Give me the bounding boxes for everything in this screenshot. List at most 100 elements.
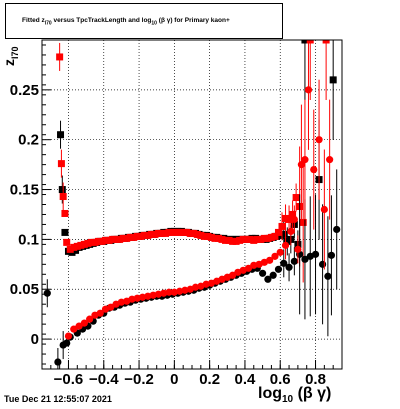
data-point bbox=[70, 243, 78, 251]
data-point bbox=[57, 131, 65, 139]
data-point bbox=[102, 236, 110, 244]
data-point bbox=[193, 230, 201, 238]
data-point bbox=[310, 166, 318, 174]
data-point bbox=[320, 205, 328, 214]
data-point bbox=[165, 228, 173, 236]
data-point bbox=[56, 53, 64, 61]
data-point bbox=[218, 235, 226, 243]
data-point bbox=[94, 237, 102, 245]
data-point bbox=[324, 272, 332, 280]
timestamp: Tue Dec 21 12:55:07 2021 bbox=[4, 394, 112, 404]
data-point bbox=[222, 236, 230, 244]
y-tick-label: 0.25 bbox=[10, 82, 39, 99]
data-point bbox=[326, 156, 334, 164]
data-point bbox=[73, 242, 81, 250]
data-point bbox=[271, 232, 279, 240]
data-point bbox=[311, 250, 320, 258]
data-point bbox=[327, 251, 336, 259]
data-point bbox=[280, 259, 288, 267]
data-point bbox=[64, 332, 73, 340]
data-point bbox=[204, 232, 212, 240]
x-axis-label: log10 (β γ) bbox=[258, 385, 332, 406]
x-tick-label: −0.4 bbox=[89, 371, 119, 388]
data-point bbox=[61, 228, 69, 236]
data-point bbox=[66, 245, 74, 253]
x-tick-label: 0 bbox=[170, 371, 178, 388]
axis-ticks bbox=[42, 44, 334, 369]
data-point bbox=[207, 233, 215, 241]
data-point bbox=[257, 235, 265, 243]
data-point bbox=[137, 232, 145, 240]
data-point bbox=[86, 315, 94, 323]
data-point bbox=[290, 257, 298, 265]
data-point bbox=[133, 232, 141, 240]
y-tick-label: 0.2 bbox=[18, 132, 39, 149]
data-point bbox=[264, 234, 272, 242]
data-point bbox=[253, 235, 261, 243]
data-point bbox=[147, 230, 155, 238]
data-point bbox=[172, 228, 180, 236]
data-point bbox=[250, 236, 258, 244]
data-point bbox=[260, 234, 268, 242]
data-point bbox=[162, 229, 170, 237]
data-point bbox=[119, 234, 127, 242]
data-point bbox=[304, 86, 313, 94]
data-point bbox=[80, 319, 88, 327]
data-point bbox=[80, 240, 88, 248]
data-point bbox=[214, 234, 222, 242]
data-point bbox=[232, 237, 240, 245]
data-point bbox=[176, 228, 184, 236]
data-point bbox=[290, 215, 298, 224]
data-point bbox=[87, 238, 95, 246]
y-tick-label: 0 bbox=[31, 331, 39, 348]
data-point bbox=[244, 264, 253, 272]
data-point bbox=[200, 232, 208, 240]
data-point bbox=[59, 193, 67, 201]
data-point bbox=[109, 235, 117, 243]
data-point bbox=[61, 209, 69, 217]
data-point bbox=[96, 309, 104, 317]
data-point bbox=[318, 260, 327, 268]
data-point bbox=[154, 229, 162, 237]
data-point bbox=[179, 228, 187, 236]
data-point bbox=[297, 161, 306, 169]
data-point bbox=[58, 186, 66, 194]
data-point bbox=[292, 194, 300, 202]
data-point bbox=[264, 275, 272, 283]
data-point bbox=[322, 40, 330, 44]
data-point bbox=[282, 214, 290, 222]
data-point bbox=[315, 136, 323, 144]
x-tick-label: 0.8 bbox=[305, 371, 326, 388]
data-point bbox=[306, 40, 314, 44]
data-point bbox=[225, 236, 233, 244]
x-tick-label: −0.2 bbox=[124, 371, 154, 388]
data-point bbox=[197, 231, 205, 239]
data-point bbox=[140, 231, 148, 239]
data-point bbox=[63, 339, 71, 347]
data-point bbox=[333, 225, 341, 234]
data-points bbox=[43, 40, 341, 369]
data-point bbox=[281, 241, 290, 249]
data-point bbox=[246, 235, 254, 243]
data-point bbox=[289, 210, 297, 218]
data-point bbox=[266, 256, 274, 264]
data-point bbox=[271, 252, 279, 260]
data-point bbox=[77, 241, 85, 249]
data-point bbox=[105, 236, 113, 244]
data-point bbox=[112, 235, 120, 243]
x-tick-label: −0.6 bbox=[54, 371, 84, 388]
data-point bbox=[211, 234, 219, 242]
data-point bbox=[57, 160, 65, 168]
data-point bbox=[91, 238, 99, 246]
data-point bbox=[283, 237, 291, 245]
data-point bbox=[301, 255, 309, 263]
data-point bbox=[269, 271, 277, 279]
data-point bbox=[228, 271, 237, 279]
data-point bbox=[183, 228, 191, 236]
data-point bbox=[301, 40, 309, 44]
data-point bbox=[278, 222, 286, 230]
data-point bbox=[294, 245, 302, 253]
data-point bbox=[229, 237, 237, 245]
data-point bbox=[280, 230, 288, 238]
